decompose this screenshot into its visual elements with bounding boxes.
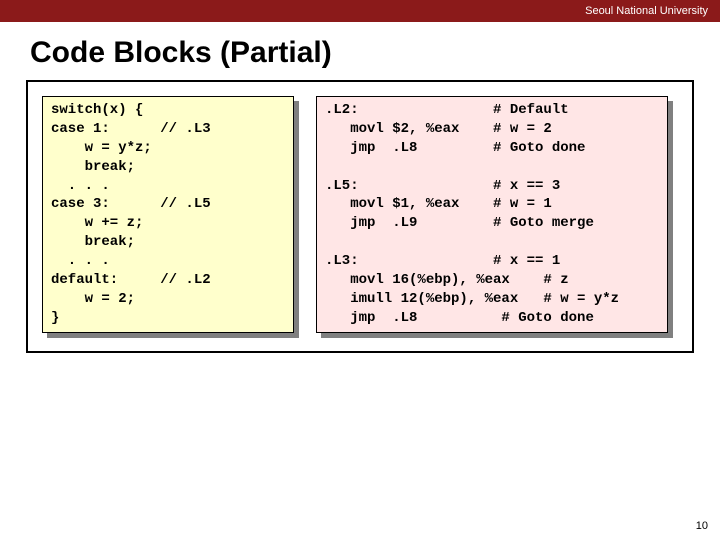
left-code-block: switch(x) { case 1: // .L3 w = y*z; brea… <box>42 96 294 333</box>
content-frame: switch(x) { case 1: // .L3 w = y*z; brea… <box>26 80 694 353</box>
university-name: Seoul National University <box>585 5 708 17</box>
left-code-wrap: switch(x) { case 1: // .L3 w = y*z; brea… <box>42 96 294 333</box>
top-bar: Seoul National University <box>0 0 720 22</box>
page-number: 10 <box>696 520 708 532</box>
right-code-block: .L2: # Default movl $2, %eax # w = 2 jmp… <box>316 96 668 333</box>
slide-title: Code Blocks (Partial) <box>0 22 720 80</box>
right-code-wrap: .L2: # Default movl $2, %eax # w = 2 jmp… <box>316 96 668 333</box>
